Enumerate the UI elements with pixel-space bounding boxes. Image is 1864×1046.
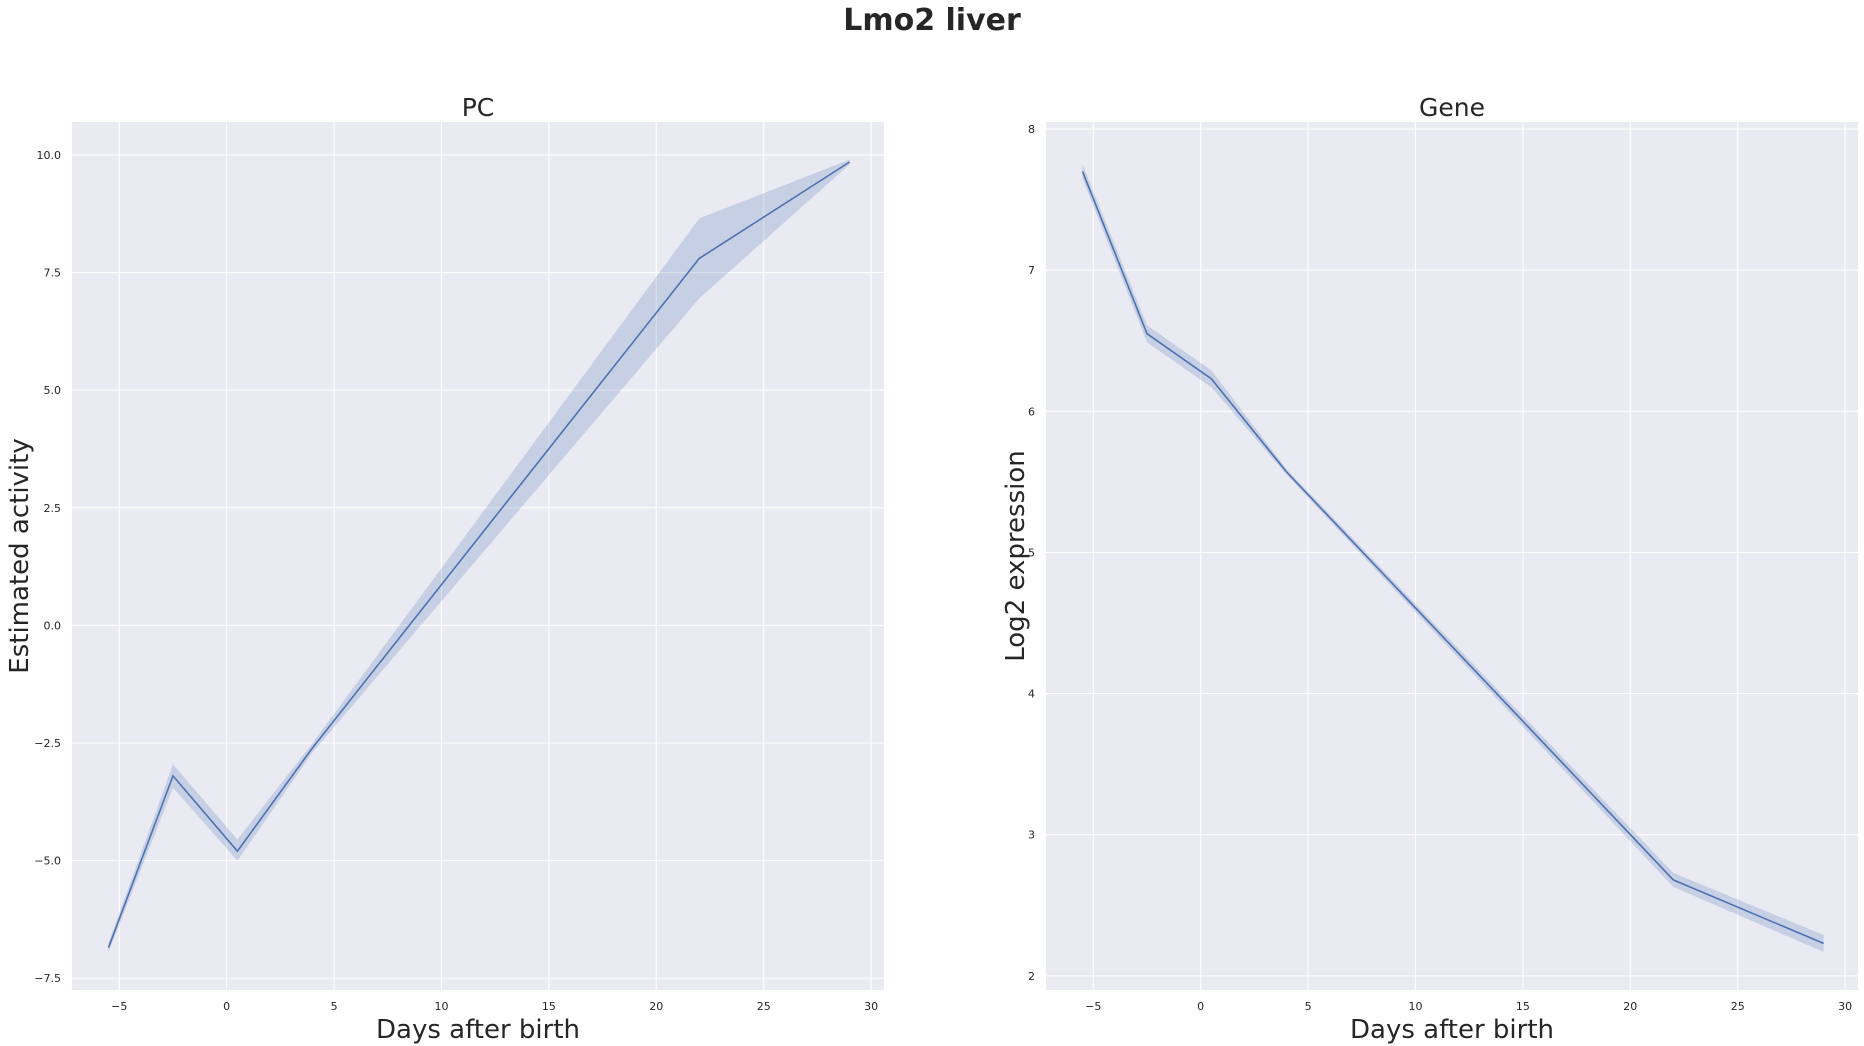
y-tick-labels-pc: −7.5 −5.0 −2.5 0.0 2.5 5.0 7.5 10.0 [34,149,61,985]
x-tick-label: 25 [757,1000,771,1013]
y-tick-label: 10.0 [37,149,62,162]
y-tick-label: 5 [1028,546,1035,559]
y-tick-label: 7.5 [44,267,62,280]
x-tick-label: −5 [111,1000,127,1013]
axes-title-gene: Gene [1419,93,1485,122]
x-tick-labels-pc: −5 0 5 10 15 20 25 30 [111,1000,878,1013]
panel-gene: −5 0 5 10 15 20 25 30 2 3 4 5 6 7 8 Gene Days after b… [1001,93,1858,1045]
x-tick-label: 20 [649,1000,663,1013]
x-axis-label-pc: Days after birth [376,1015,580,1045]
x-tick-label: −5 [1085,1000,1101,1013]
y-tick-label: 0.0 [44,619,62,632]
x-tick-label: 20 [1623,1000,1637,1013]
x-tick-label: 0 [223,1000,230,1013]
y-tick-label: 7 [1028,264,1035,277]
y-tick-label: 4 [1028,688,1035,701]
series-line-gene [1081,171,1824,945]
x-tick-label: 10 [1408,1000,1422,1013]
y-tick-label: 3 [1028,829,1035,842]
x-tick-label: 30 [1838,1000,1852,1013]
axes-background-pc [72,122,884,990]
x-tick-label: 5 [1305,1000,1312,1013]
figure-title: Lmo2 liver [843,3,1021,38]
y-axis-label-pc: Estimated activity [5,438,35,673]
x-tick-label: 25 [1731,1000,1745,1013]
axes-background-gene [1046,122,1858,990]
x-axis-label-gene: Days after birth [1350,1015,1554,1045]
grid-gene [1046,122,1858,990]
x-tick-label: 30 [864,1000,878,1013]
y-axis-label-gene: Log2 expression [1001,450,1031,662]
panel-pc: −5 0 5 10 15 20 25 30 −7.5 −5.0 −2.5 0.0 2.5 5.0 7.5 1… [5,93,884,1045]
x-tick-labels-gene: −5 0 5 10 15 20 25 30 [1085,1000,1852,1013]
series-line-pc [107,161,851,948]
y-tick-label: −2.5 [34,737,61,750]
confidence-band-pc [108,159,850,953]
y-tick-label: 2 [1028,970,1035,983]
y-tick-label: −7.5 [34,972,61,985]
y-tick-label: 2.5 [44,502,62,515]
y-tick-label: 5.0 [44,384,62,397]
x-tick-label: 15 [542,1000,556,1013]
y-tick-label: 6 [1028,405,1035,418]
x-tick-label: 10 [434,1000,448,1013]
x-tick-label: 15 [1516,1000,1530,1013]
y-tick-labels-gene: 2 3 4 5 6 7 8 [1028,123,1035,983]
x-tick-label: 0 [1197,1000,1204,1013]
grid-pc [72,122,884,990]
axes-title-pc: PC [462,93,495,122]
y-tick-label: 8 [1028,123,1035,136]
x-tick-label: 5 [331,1000,338,1013]
y-tick-label: −5.0 [34,855,61,868]
